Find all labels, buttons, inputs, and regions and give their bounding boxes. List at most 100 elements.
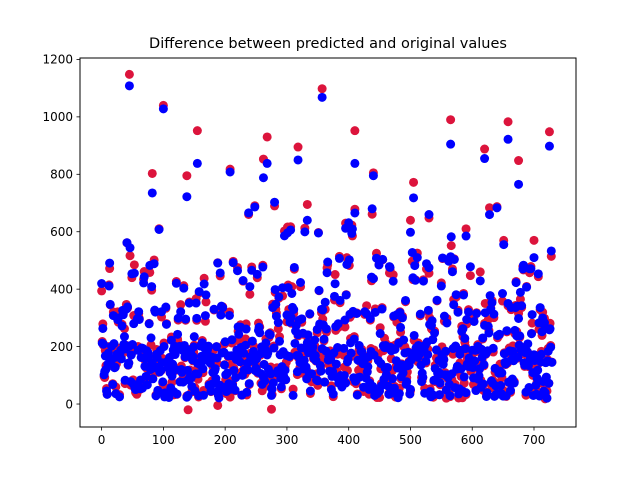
blue-data-point	[214, 393, 224, 403]
red-data-point	[461, 224, 471, 234]
blue-data-point	[330, 279, 340, 289]
blue-data-point	[139, 272, 149, 282]
blue-data-point	[533, 269, 543, 279]
blue-data-point	[172, 389, 182, 399]
x-tick-label: 200	[214, 433, 237, 447]
blue-data-point	[129, 268, 139, 278]
blue-data-point	[439, 354, 449, 364]
blue-data-point	[261, 338, 271, 348]
blue-data-point	[397, 313, 407, 323]
blue-data-point	[181, 314, 191, 324]
blue-data-point	[396, 322, 406, 332]
blue-data-point	[104, 281, 114, 291]
blue-data-point	[451, 290, 461, 300]
x-tick-label: 300	[275, 433, 298, 447]
blue-data-point	[427, 316, 437, 326]
blue-data-point	[105, 258, 115, 268]
x-tick-label: 600	[461, 433, 484, 447]
blue-data-point	[435, 378, 445, 388]
blue-data-point	[536, 349, 546, 359]
blue-data-point	[514, 179, 524, 189]
blue-data-point	[281, 375, 291, 385]
blue-data-point	[514, 313, 524, 323]
blue-data-point	[544, 141, 554, 151]
red-data-point	[330, 270, 340, 280]
blue-data-point	[388, 374, 398, 384]
blue-data-point	[478, 379, 488, 389]
blue-data-point	[224, 310, 234, 320]
blue-data-point	[305, 309, 315, 319]
blue-data-point	[213, 258, 223, 268]
blue-data-point	[484, 328, 494, 338]
blue-data-point	[464, 307, 474, 317]
blue-data-point	[502, 326, 512, 336]
blue-data-point	[192, 158, 202, 168]
blue-data-point	[401, 295, 411, 305]
blue-data-point	[513, 352, 523, 362]
red-data-point	[317, 84, 327, 94]
blue-data-point	[228, 258, 238, 268]
blue-data-point	[161, 302, 171, 312]
plot-frame	[79, 57, 577, 428]
blue-data-point	[210, 364, 220, 374]
blue-data-point	[173, 329, 183, 339]
blue-data-point	[377, 304, 387, 314]
blue-data-point	[339, 343, 349, 353]
blue-data-point	[540, 388, 550, 398]
blue-data-point	[313, 376, 323, 386]
red-data-point	[350, 126, 360, 136]
blue-data-point	[527, 310, 537, 320]
blue-data-point	[479, 360, 489, 370]
red-data-point	[446, 241, 456, 251]
blue-data-point	[339, 370, 349, 380]
red-data-point	[273, 324, 283, 334]
blue-data-point	[335, 295, 345, 305]
blue-data-point	[499, 240, 509, 250]
blue-data-point	[258, 173, 268, 183]
blue-data-point	[517, 301, 527, 311]
blue-data-point	[216, 310, 226, 320]
blue-data-point	[423, 305, 433, 315]
blue-data-point	[271, 299, 281, 309]
blue-data-point	[227, 335, 237, 345]
blue-data-point	[546, 246, 556, 256]
blue-data-point	[275, 336, 285, 346]
y-tick-label: 1200	[42, 53, 73, 67]
blue-data-point	[183, 390, 193, 400]
blue-data-point	[203, 341, 213, 351]
blue-data-point	[287, 288, 297, 298]
blue-data-point	[274, 292, 284, 302]
blue-data-point	[470, 356, 480, 366]
blue-data-point	[141, 371, 151, 381]
blue-data-point	[161, 319, 171, 329]
blue-data-point	[98, 339, 108, 349]
red-data-point	[446, 115, 456, 125]
blue-data-point	[522, 347, 532, 357]
blue-data-point	[97, 279, 107, 289]
blue-data-point	[110, 362, 120, 372]
blue-data-point	[446, 232, 456, 242]
blue-data-point	[109, 339, 119, 349]
red-data-point	[527, 318, 537, 328]
blue-data-point	[412, 253, 422, 263]
y-tick-label: 200	[50, 340, 73, 354]
blue-data-point	[496, 381, 506, 391]
blue-data-point	[171, 278, 181, 288]
blue-data-point	[297, 314, 307, 324]
blue-data-point	[218, 303, 228, 313]
blue-data-point	[547, 357, 557, 367]
blue-data-point	[194, 287, 204, 297]
blue-data-point	[333, 319, 343, 329]
red-data-point	[503, 117, 513, 127]
blue-data-point	[250, 202, 260, 212]
blue-data-point	[461, 388, 471, 398]
blue-data-point	[270, 285, 280, 295]
red-data-point	[480, 144, 490, 154]
red-data-point	[182, 171, 192, 181]
blue-data-point	[523, 339, 533, 349]
blue-data-point	[432, 295, 442, 305]
blue-data-point	[458, 324, 468, 334]
blue-data-point	[352, 308, 362, 318]
blue-data-point	[229, 365, 239, 375]
